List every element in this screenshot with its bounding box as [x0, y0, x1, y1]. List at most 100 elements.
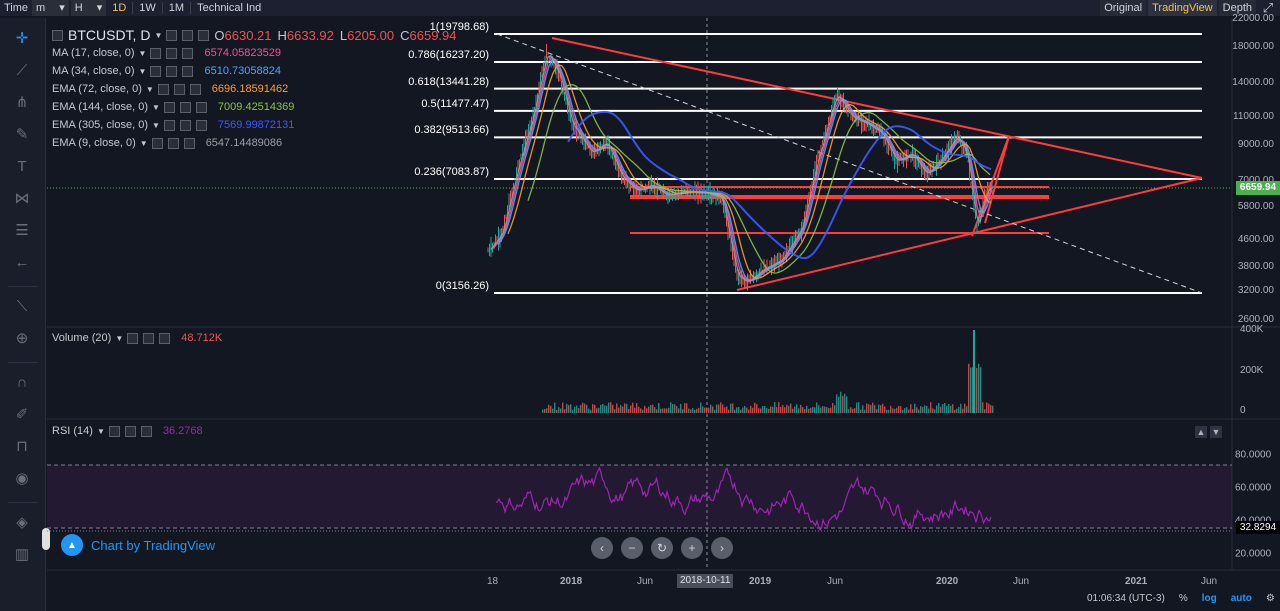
- visibility-icon[interactable]: [143, 332, 155, 344]
- minute-dropdown[interactable]: m ▾: [32, 0, 69, 16]
- pane-up-icon[interactable]: ▲: [1195, 426, 1207, 438]
- text-tool-icon[interactable]: T: [17, 157, 27, 175]
- settings-icon[interactable]: [127, 332, 139, 344]
- volume-bar: [816, 402, 818, 413]
- visibility-icon[interactable]: [173, 83, 185, 95]
- moving-average-line: [497, 58, 991, 281]
- visibility-icon[interactable]: [182, 29, 194, 41]
- volume-bar: [748, 409, 750, 413]
- volume-bar: [932, 408, 934, 413]
- chevron-down-icon[interactable]: ▼: [154, 30, 163, 40]
- chevron-down-icon[interactable]: ▼: [138, 66, 147, 76]
- gear-icon[interactable]: ⚙: [1265, 593, 1275, 604]
- close-icon[interactable]: [183, 137, 195, 149]
- interval-1d-button[interactable]: 1D: [112, 2, 127, 14]
- ruler-icon[interactable]: ⟍: [16, 297, 28, 315]
- settings-icon[interactable]: [163, 101, 175, 113]
- rsi-axis-tick: 60.0000: [1235, 483, 1272, 494]
- close-icon[interactable]: [182, 47, 194, 59]
- arrow-left-icon[interactable]: ←: [14, 253, 30, 271]
- close-icon[interactable]: [195, 101, 207, 113]
- settings-icon[interactable]: [151, 137, 163, 149]
- scroll-right-icon[interactable]: ›: [711, 537, 733, 559]
- zoom-out-icon[interactable]: −: [621, 537, 643, 559]
- close-icon[interactable]: [140, 425, 152, 437]
- dashed-trend-line: [496, 33, 1203, 294]
- chevron-down-icon[interactable]: ▼: [138, 48, 147, 58]
- settings-icon[interactable]: [108, 425, 120, 437]
- brush-icon[interactable]: ✎: [15, 126, 29, 143]
- close-icon[interactable]: [189, 83, 201, 95]
- chevron-down-icon[interactable]: ▼: [152, 102, 160, 112]
- volume-bar: [888, 409, 890, 413]
- visibility-icon[interactable]: [167, 137, 179, 149]
- volume-bar: [564, 409, 566, 413]
- zoom-icon[interactable]: ⊕: [15, 330, 29, 347]
- pitchfork-icon[interactable]: ⋔: [15, 94, 29, 111]
- fullscreen-icon[interactable]: ⤢: [1262, 0, 1274, 15]
- tradingview-brand[interactable]: ▲ Chart by TradingView: [61, 534, 215, 556]
- collapse-icon[interactable]: [52, 29, 63, 41]
- reset-icon[interactable]: ↻: [651, 537, 673, 559]
- fib-level-label: 0.5(11477.47): [421, 97, 489, 110]
- layers-icon[interactable]: ◈: [16, 514, 28, 531]
- chevron-down-icon[interactable]: ▼: [139, 138, 148, 148]
- settings-icon[interactable]: [157, 83, 169, 95]
- volume-bar: [868, 404, 870, 413]
- settings-icon[interactable]: [150, 47, 162, 59]
- panel-collapse-handle[interactable]: [42, 528, 50, 550]
- interval-1w-button[interactable]: 1W: [139, 2, 156, 14]
- close-icon[interactable]: [198, 29, 210, 41]
- volume-bar: [992, 405, 994, 413]
- volume-bar: [948, 403, 950, 413]
- visibility-icon[interactable]: [179, 101, 191, 113]
- fib-retracement-icon[interactable]: ☰: [15, 222, 29, 239]
- lock-icon[interactable]: ⊓: [16, 438, 28, 455]
- interval-1m-button[interactable]: 1M: [168, 2, 185, 14]
- settings-icon[interactable]: [150, 65, 162, 77]
- close-icon[interactable]: [182, 65, 194, 77]
- chevron-down-icon[interactable]: ▼: [96, 426, 105, 436]
- chevron-down-icon[interactable]: ▼: [115, 333, 124, 343]
- volume-bar: [688, 408, 690, 413]
- volume-bar: [864, 409, 866, 413]
- visibility-icon[interactable]: [179, 119, 191, 131]
- zoom-in-icon[interactable]: +: [681, 537, 703, 559]
- volume-bar: [752, 407, 754, 413]
- chevron-down-icon[interactable]: ▼: [152, 120, 160, 130]
- visibility-icon[interactable]: [166, 65, 178, 77]
- trash-icon[interactable]: ▥: [14, 546, 30, 563]
- close-icon[interactable]: [195, 119, 207, 131]
- pane-down-icon[interactable]: ▼: [1210, 426, 1222, 438]
- technical-indicators-button[interactable]: Technical Ind: [197, 2, 262, 14]
- volume-bar: [938, 403, 940, 413]
- volume-bar: [716, 404, 718, 413]
- volume-bar: [776, 407, 778, 413]
- eye-icon[interactable]: ◉: [15, 470, 29, 487]
- trend-line-icon[interactable]: ⟋: [16, 61, 28, 79]
- volume-bar: [766, 408, 768, 413]
- chevron-down-icon[interactable]: ▼: [145, 84, 154, 94]
- view-tradingview-button[interactable]: TradingView: [1148, 0, 1217, 16]
- volume-bar: [662, 408, 664, 413]
- last-price-tag: 6659.94: [1236, 181, 1280, 195]
- close-icon[interactable]: [159, 332, 171, 344]
- settings-icon[interactable]: [163, 119, 175, 131]
- hour-dropdown[interactable]: H ▾: [70, 0, 107, 16]
- lock-drawings-icon[interactable]: ✐: [15, 406, 29, 423]
- log-toggle[interactable]: log: [1201, 593, 1217, 604]
- crosshair-icon[interactable]: ✛: [15, 30, 29, 47]
- time-axis-tick: Jun: [1013, 576, 1030, 587]
- pattern-icon[interactable]: ⋈: [14, 190, 30, 207]
- view-original-button[interactable]: Original: [1100, 0, 1147, 16]
- visibility-icon[interactable]: [166, 47, 178, 59]
- visibility-icon[interactable]: [124, 425, 136, 437]
- auto-toggle[interactable]: auto: [1230, 593, 1252, 604]
- percent-toggle[interactable]: %: [1178, 593, 1188, 604]
- view-depth-button[interactable]: Depth: [1218, 0, 1256, 16]
- magnet-icon[interactable]: ∩: [16, 373, 28, 391]
- volume-bar: [650, 404, 652, 413]
- settings-icon[interactable]: [166, 29, 178, 41]
- scroll-left-icon[interactable]: ‹: [591, 537, 613, 559]
